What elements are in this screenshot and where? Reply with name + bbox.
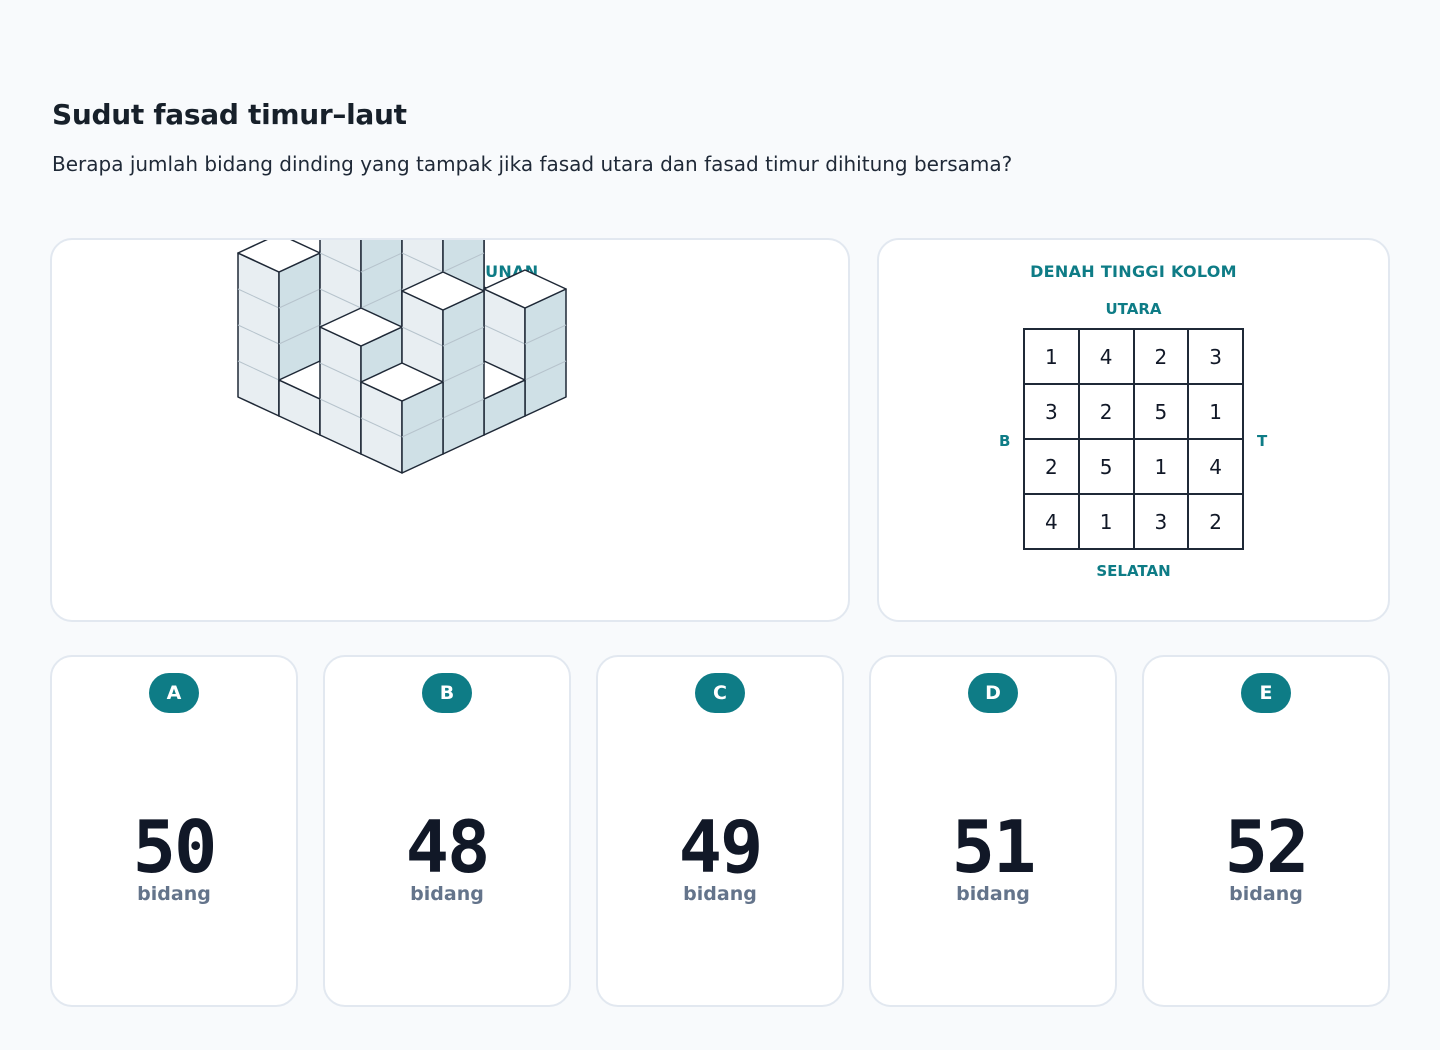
option-badge: B [422, 673, 472, 713]
cube-seam [319, 252, 362, 273]
isometric-building-model [237, 240, 567, 474]
model-panel: MODEL BANGUNAN [50, 238, 850, 622]
west-label: B [999, 432, 1011, 450]
column-south-face [319, 326, 362, 455]
grid-cell: 1 [1187, 383, 1244, 440]
column-top-face [319, 307, 403, 347]
page-title: Sudut fasad timur–laut [52, 98, 407, 131]
option-value: 48 [405, 805, 491, 889]
grid-cell: 5 [1132, 383, 1190, 440]
cube-seam [524, 360, 567, 381]
cube-seam [237, 324, 280, 345]
grid-cell: 4 [1023, 493, 1080, 550]
cube-seam [524, 324, 567, 345]
grid-cell: 1 [1077, 493, 1135, 550]
grid-cell: 2 [1077, 383, 1135, 440]
option-value: 51 [951, 805, 1037, 889]
grid-cell: 4 [1077, 328, 1135, 385]
cube-seam [360, 417, 403, 438]
option-card-b[interactable]: B 48 bidang [323, 655, 571, 1007]
option-unit: bidang [956, 883, 1030, 905]
grid-cell: 2 [1023, 438, 1080, 495]
cube-seam [278, 324, 321, 345]
cube-seam [442, 362, 485, 383]
grid-cell: 1 [1023, 328, 1080, 385]
option-badge: D [968, 673, 1018, 713]
cube-seam [319, 398, 362, 419]
option-value: 52 [1224, 805, 1310, 889]
option-card-d[interactable]: D 51 bidang [869, 655, 1117, 1007]
grid-cell: 3 [1132, 493, 1190, 550]
cube-seam [319, 362, 362, 383]
option-badge: E [1241, 673, 1291, 713]
cube-seam [401, 252, 444, 273]
grid-cell: 5 [1077, 438, 1135, 495]
option-value: 50 [132, 805, 218, 889]
east-label: T [1257, 432, 1268, 450]
option-unit: bidang [1229, 883, 1303, 905]
option-card-c[interactable]: C 49 bidang [596, 655, 844, 1007]
option-unit: bidang [137, 883, 211, 905]
cube-seam [360, 288, 403, 309]
cube-seam [278, 288, 321, 309]
grid-cell: 4 [1187, 438, 1244, 495]
plan-panel-heading: DENAH TINGGI KOLOM [1030, 262, 1237, 281]
cube-seam [483, 324, 526, 345]
cube-seam [360, 252, 403, 273]
cube-seam [442, 252, 485, 273]
cube-seam [237, 360, 280, 381]
cube-seam [442, 398, 485, 419]
option-badge: C [695, 673, 745, 713]
grid-cell: 3 [1187, 328, 1244, 385]
option-unit: bidang [683, 883, 757, 905]
option-value: 49 [678, 805, 764, 889]
cube-seam [442, 326, 485, 347]
column-top-face [401, 271, 485, 311]
option-card-a[interactable]: A 50 bidang [50, 655, 298, 1007]
cube-seam [401, 326, 444, 347]
grid-cell: 1 [1132, 438, 1190, 495]
north-label: UTARA [1105, 300, 1162, 318]
option-badge: A [149, 673, 199, 713]
option-card-e[interactable]: E 52 bidang [1142, 655, 1390, 1007]
column-top-face [483, 269, 567, 309]
column-east-face [524, 288, 567, 417]
column-top-face [360, 362, 444, 402]
option-unit: bidang [410, 883, 484, 905]
grid-cell: 2 [1187, 493, 1244, 550]
grid-cell: 3 [1023, 383, 1080, 440]
question-text: Berapa jumlah bidang dinding yang tampak… [52, 152, 1013, 176]
south-label: SELATAN [1096, 562, 1171, 580]
column-top-face [237, 240, 321, 273]
grid-cell: 2 [1132, 328, 1190, 385]
cube-seam [319, 288, 362, 309]
cube-seam [401, 417, 444, 438]
cube-seam [237, 288, 280, 309]
